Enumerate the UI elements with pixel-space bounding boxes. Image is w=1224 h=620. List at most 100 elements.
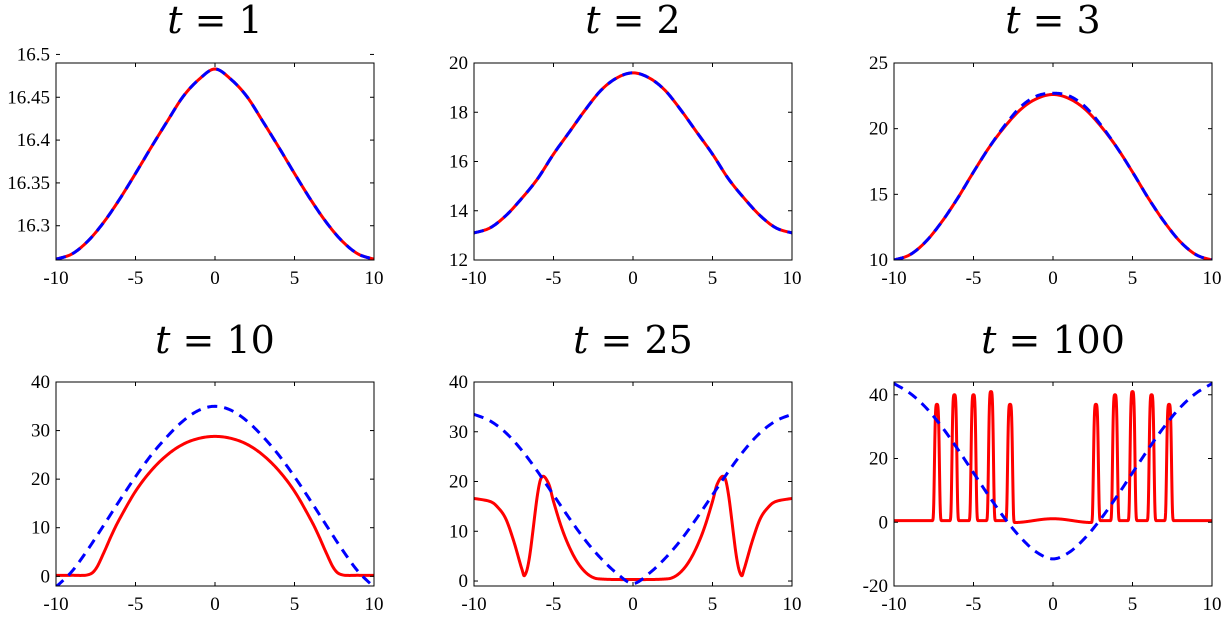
series-line-dashed — [894, 91, 1212, 260]
x-tick-label: 5 — [1128, 594, 1138, 615]
y-tick-label: -20 — [863, 576, 888, 597]
y-tick-label: 25 — [869, 53, 888, 74]
series-line-solid — [474, 71, 792, 235]
y-tick-label: 10 — [869, 250, 888, 271]
y-tick-label: 16.5 — [17, 44, 50, 65]
series-line-dashed — [474, 71, 792, 235]
x-tick-label: 0 — [628, 594, 638, 615]
y-tick-label: 0 — [879, 512, 889, 533]
title-equals: = — [1020, 0, 1077, 42]
axes-box — [893, 381, 1213, 587]
title-equals: = — [588, 318, 645, 362]
x-tick-label: 0 — [1048, 268, 1058, 289]
title-equals: = — [170, 318, 227, 362]
y-tick-label: 20 — [449, 53, 468, 74]
chart-svg: -10 -5 0 5 10 12 14 16 18 20 — [449, 53, 802, 289]
x-tick-label: 0 — [210, 594, 220, 615]
x-tick-label: -5 — [128, 594, 144, 615]
y-tick-label: 20 — [869, 119, 888, 140]
x-tick-label: -10 — [881, 594, 906, 615]
panel-title: t = 2 — [473, 0, 793, 40]
chart-svg: -10 -5 0 5 10 -20 0 20 40 — [863, 381, 1222, 615]
title-equals: = — [600, 0, 657, 42]
y-tick-label: 16.4 — [17, 130, 51, 151]
x-tick-label: 5 — [290, 268, 300, 289]
title-variable: t — [981, 318, 997, 362]
x-tick-label: 5 — [708, 594, 718, 615]
x-tick-label: 10 — [1203, 268, 1222, 289]
panel-title: t = 3 — [893, 0, 1213, 40]
x-tick-label: 5 — [1128, 268, 1138, 289]
axes-box — [55, 62, 375, 261]
y-tick-label: 14 — [449, 201, 469, 222]
x-tick-label: 10 — [1203, 594, 1222, 615]
chart-svg: -10 -5 0 5 10 0 10 20 30 40 — [449, 372, 802, 615]
panel-title: t = 1 — [55, 0, 375, 40]
y-tick-label: 20 — [869, 449, 888, 470]
title-equals: = — [996, 318, 1053, 362]
panel-t1: t = 1 -10 -5 0 5 10 16.3 16.35 16.4 16.45 16.5 — [0, 0, 410, 300]
series-line-dashed — [56, 67, 374, 260]
title-value: 3 — [1076, 0, 1101, 42]
x-tick-label: -10 — [43, 268, 68, 289]
title-variable: t — [573, 318, 589, 362]
x-tick-label: 0 — [628, 268, 638, 289]
x-tick-label: -5 — [966, 594, 982, 615]
y-tick-label: 16.3 — [17, 216, 50, 237]
x-tick-label: 0 — [1048, 594, 1058, 615]
title-variable: t — [155, 318, 171, 362]
title-equals: = — [182, 0, 239, 42]
panel-t3: t = 3 -10 -5 0 5 10 10 15 20 25 — [820, 0, 1224, 300]
title-variable: t — [1005, 0, 1021, 42]
y-tick-label: 10 — [449, 521, 468, 542]
y-tick-label: 30 — [449, 422, 468, 443]
x-tick-label: 10 — [783, 594, 802, 615]
x-tick-label: -10 — [881, 268, 906, 289]
y-tick-label: 20 — [31, 469, 50, 490]
title-value: 2 — [656, 0, 681, 42]
x-tick-label: -5 — [966, 268, 982, 289]
series-line-dashed — [474, 412, 792, 586]
x-tick-label: 10 — [365, 268, 384, 289]
y-tick-label: 18 — [449, 102, 468, 123]
series-line-solid — [474, 474, 792, 582]
y-tick-label: 16.35 — [7, 173, 50, 194]
y-tick-label: 16 — [449, 152, 468, 173]
x-tick-label: 5 — [708, 268, 718, 289]
y-tick-label: 40 — [869, 385, 888, 406]
x-tick-label: -10 — [461, 268, 486, 289]
series-line-dashed — [56, 404, 374, 586]
y-tick-label: 12 — [449, 250, 468, 271]
panel-title: t = 10 — [55, 320, 375, 360]
title-value: 10 — [226, 318, 275, 362]
series-line-dashed — [894, 382, 1212, 561]
panel-t25: t = 25 -10 -5 0 5 10 0 10 20 30 40 — [410, 320, 820, 620]
y-tick-label: 16.45 — [7, 87, 50, 108]
x-tick-label: 10 — [365, 594, 384, 615]
y-tick-label: 15 — [869, 184, 888, 205]
title-variable: t — [167, 0, 183, 42]
x-tick-label: -5 — [546, 268, 562, 289]
panel-t2: t = 2 -10 -5 0 5 10 12 14 16 18 20 — [410, 0, 820, 300]
axes-box — [473, 381, 793, 587]
y-tick-label: 40 — [449, 372, 468, 393]
panel-title: t = 25 — [473, 320, 793, 360]
x-tick-label: 10 — [783, 268, 802, 289]
chart-svg: -10 -5 0 5 10 10 15 20 25 — [869, 53, 1222, 289]
title-variable: t — [585, 0, 601, 42]
y-tick-label: 20 — [449, 472, 468, 493]
x-tick-label: -10 — [43, 594, 68, 615]
y-tick-label: 0 — [41, 566, 51, 587]
y-tick-label: 0 — [459, 571, 469, 592]
title-value: 100 — [1052, 318, 1125, 362]
chart-svg: -10 -5 0 5 10 0 10 20 30 40 — [31, 372, 384, 615]
y-tick-label: 40 — [31, 372, 50, 393]
x-tick-label: -5 — [546, 594, 562, 615]
y-tick-label: 30 — [31, 421, 50, 442]
x-tick-label: 0 — [210, 268, 220, 289]
axes-box — [473, 62, 793, 261]
panel-title: t = 100 — [893, 320, 1213, 360]
panel-t10: t = 10 -10 -5 0 5 10 0 10 20 30 40 — [0, 320, 410, 620]
series-line-solid — [894, 93, 1212, 260]
series-line-solid — [56, 67, 374, 260]
